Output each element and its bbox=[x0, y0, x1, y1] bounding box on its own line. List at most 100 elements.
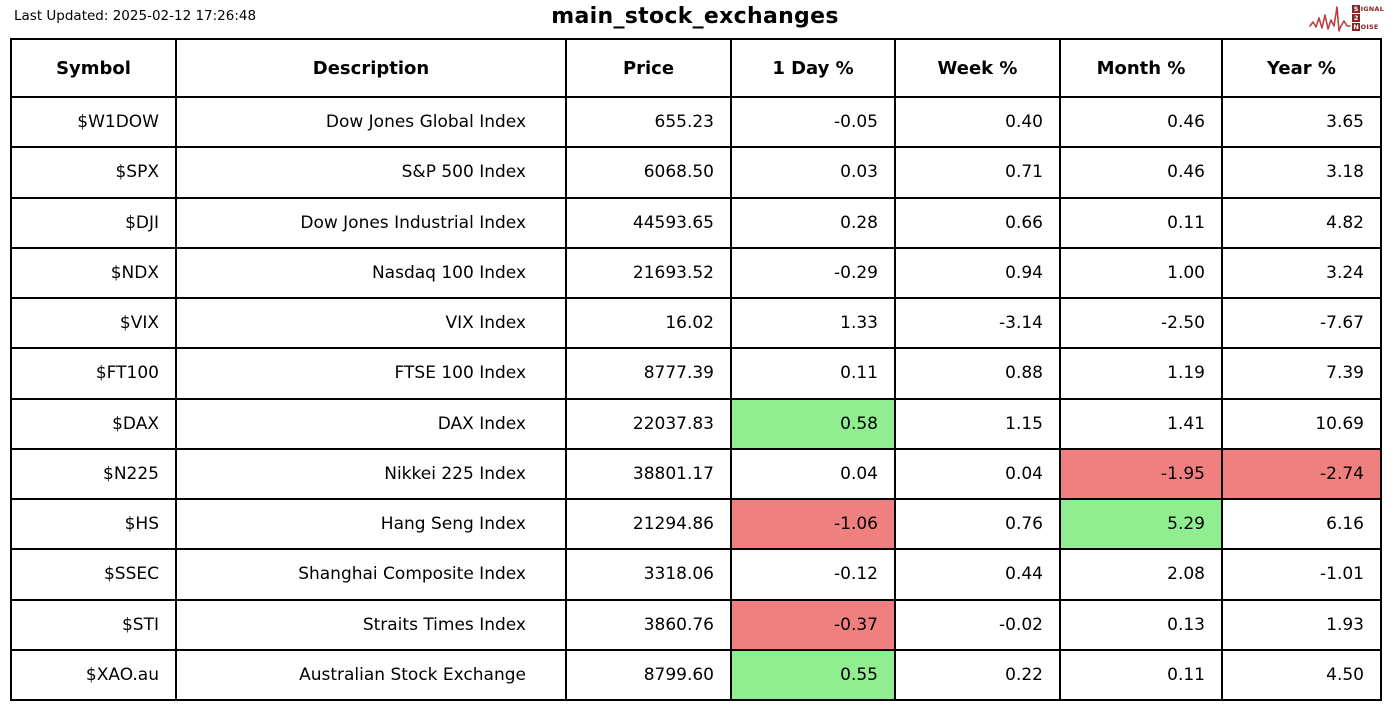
table-row-dax: $DAX DAX Index 22037.83 0.58 1.15 1.41 10.69 bbox=[10, 397, 1382, 450]
cell-week: 0.04 bbox=[894, 447, 1061, 501]
cell-year: 7.39 bbox=[1221, 347, 1382, 400]
table-row-n225: $N225 Nikkei 225 Index 38801.17 0.04 0.04 -1.… bbox=[10, 447, 1382, 501]
cell-price: 38801.17 bbox=[565, 447, 732, 501]
cell-year: 3.18 bbox=[1221, 146, 1382, 199]
cell-symbol: $SPX bbox=[10, 146, 177, 199]
cell-day: -0.05 bbox=[730, 95, 896, 149]
cell-symbol: $XAO.au bbox=[10, 648, 177, 702]
column-header-symbol: Symbol bbox=[10, 38, 177, 98]
cell-week: 0.88 bbox=[894, 347, 1061, 400]
cell-week: 0.44 bbox=[894, 548, 1061, 601]
column-header-year: Year % bbox=[1221, 38, 1382, 98]
cell-month: 0.46 bbox=[1059, 95, 1223, 149]
cell-price: 21693.52 bbox=[565, 246, 732, 300]
cell-description: DAX Index bbox=[175, 397, 567, 450]
signal2noise-logo: S IGNAL 2 N OISE bbox=[1309, 2, 1384, 34]
table-row-dji: $DJI Dow Jones Industrial Index 44593.65 0.… bbox=[10, 196, 1382, 249]
cell-week: 0.66 bbox=[894, 196, 1061, 249]
cell-week: 0.76 bbox=[894, 497, 1061, 551]
cell-month: -2.50 bbox=[1059, 296, 1223, 350]
table-row-ndx: $NDX Nasdaq 100 Index 21693.52 -0.29 0.94 1.0… bbox=[10, 246, 1382, 300]
cell-month: 0.11 bbox=[1059, 648, 1223, 702]
table-row-hs: $HS Hang Seng Index 21294.86 -1.06 0.76 5.29 6… bbox=[10, 497, 1382, 551]
table-row-ft100: $FT100 FTSE 100 Index 8777.39 0.11 0.88 1.19 7… bbox=[10, 347, 1382, 400]
cell-symbol: $NDX bbox=[10, 246, 177, 300]
cell-month: 2.08 bbox=[1059, 548, 1223, 601]
cell-symbol: $STI bbox=[10, 598, 177, 651]
cell-price: 21294.86 bbox=[565, 497, 732, 551]
cell-price: 8777.39 bbox=[565, 347, 732, 400]
cell-description: Nasdaq 100 Index bbox=[175, 246, 567, 300]
cell-day: 0.03 bbox=[730, 146, 896, 199]
cell-day: -0.29 bbox=[730, 246, 896, 300]
cell-month: 5.29 bbox=[1059, 497, 1223, 551]
table-row-sti: $STI Straits Times Index 3860.76 -0.37 -0.02… bbox=[10, 598, 1382, 651]
cell-day: -0.12 bbox=[730, 548, 896, 601]
cell-month: 0.46 bbox=[1059, 146, 1223, 199]
cell-symbol: $DJI bbox=[10, 196, 177, 249]
cell-price: 16.02 bbox=[565, 296, 732, 350]
cell-symbol: $N225 bbox=[10, 447, 177, 501]
cell-description: Shanghai Composite Index bbox=[175, 548, 567, 601]
cell-month: 0.11 bbox=[1059, 196, 1223, 249]
cell-day: 0.11 bbox=[730, 347, 896, 400]
cell-symbol: $HS bbox=[10, 497, 177, 551]
cell-week: 0.71 bbox=[894, 146, 1061, 199]
logo-boxed-letter: 2 bbox=[1352, 14, 1361, 22]
cell-day: 1.33 bbox=[730, 296, 896, 350]
cell-symbol: $DAX bbox=[10, 397, 177, 450]
cell-year: 4.50 bbox=[1221, 648, 1382, 702]
cell-description: Dow Jones Industrial Index bbox=[175, 196, 567, 249]
cell-week: 0.94 bbox=[894, 246, 1061, 300]
cell-month: 1.41 bbox=[1059, 397, 1223, 450]
cell-price: 44593.65 bbox=[565, 196, 732, 249]
cell-week: 0.40 bbox=[894, 95, 1061, 149]
cell-year: -2.74 bbox=[1221, 447, 1382, 501]
cell-day: 0.55 bbox=[730, 648, 896, 702]
logo-line-0: S IGNAL bbox=[1352, 5, 1384, 13]
cell-description: S&P 500 Index bbox=[175, 146, 567, 199]
ecg-waveform-icon bbox=[1309, 2, 1351, 34]
cell-day: 0.58 bbox=[730, 397, 896, 450]
cell-price: 3318.06 bbox=[565, 548, 732, 601]
logo-text: S IGNAL 2 N OISE bbox=[1352, 5, 1384, 31]
table-header-row: Symbol Description Price 1 Day % Week % Month… bbox=[10, 38, 1382, 98]
cell-price: 655.23 bbox=[565, 95, 732, 149]
logo-line-1: 2 bbox=[1352, 14, 1384, 22]
cell-description: Straits Times Index bbox=[175, 598, 567, 651]
page-title: main_stock_exchanges bbox=[551, 4, 839, 29]
cell-symbol: $W1DOW bbox=[10, 95, 177, 149]
cell-day: 0.04 bbox=[730, 447, 896, 501]
table-row-w1dow: $W1DOW Dow Jones Global Index 655.23 -0.05 0… bbox=[10, 95, 1382, 149]
cell-month: 1.00 bbox=[1059, 246, 1223, 300]
cell-day: -1.06 bbox=[730, 497, 896, 551]
logo-letters: OISE bbox=[1360, 23, 1379, 31]
column-header-day: 1 Day % bbox=[730, 38, 896, 98]
cell-year: -1.01 bbox=[1221, 548, 1382, 601]
cell-week: -3.14 bbox=[894, 296, 1061, 350]
cell-symbol: $VIX bbox=[10, 296, 177, 350]
cell-year: 4.82 bbox=[1221, 196, 1382, 249]
cell-description: Australian Stock Exchange bbox=[175, 648, 567, 702]
cell-week: -0.02 bbox=[894, 598, 1061, 651]
table-row-xaoau: $XAO.au Australian Stock Exchange 8799.60 0… bbox=[10, 648, 1382, 702]
cell-price: 22037.83 bbox=[565, 397, 732, 450]
logo-line-2: N OISE bbox=[1352, 23, 1384, 31]
cell-month: -1.95 bbox=[1059, 447, 1223, 501]
cell-description: Hang Seng Index bbox=[175, 497, 567, 551]
cell-description: FTSE 100 Index bbox=[175, 347, 567, 400]
logo-letters: IGNAL bbox=[1360, 5, 1384, 13]
cell-year: -7.67 bbox=[1221, 296, 1382, 350]
cell-description: Dow Jones Global Index bbox=[175, 95, 567, 149]
cell-month: 0.13 bbox=[1059, 598, 1223, 651]
logo-boxed-letter: S bbox=[1352, 5, 1361, 13]
cell-description: Nikkei 225 Index bbox=[175, 447, 567, 501]
stock-table: Symbol Description Price 1 Day % Week % Month… bbox=[10, 38, 1382, 702]
column-header-month: Month % bbox=[1059, 38, 1223, 98]
column-header-description: Description bbox=[175, 38, 567, 98]
table-row-spx: $SPX S&P 500 Index 6068.50 0.03 0.71 0.46 3.18 bbox=[10, 146, 1382, 199]
cell-day: 0.28 bbox=[730, 196, 896, 249]
cell-symbol: $FT100 bbox=[10, 347, 177, 400]
cell-day: -0.37 bbox=[730, 598, 896, 651]
cell-year: 3.65 bbox=[1221, 95, 1382, 149]
